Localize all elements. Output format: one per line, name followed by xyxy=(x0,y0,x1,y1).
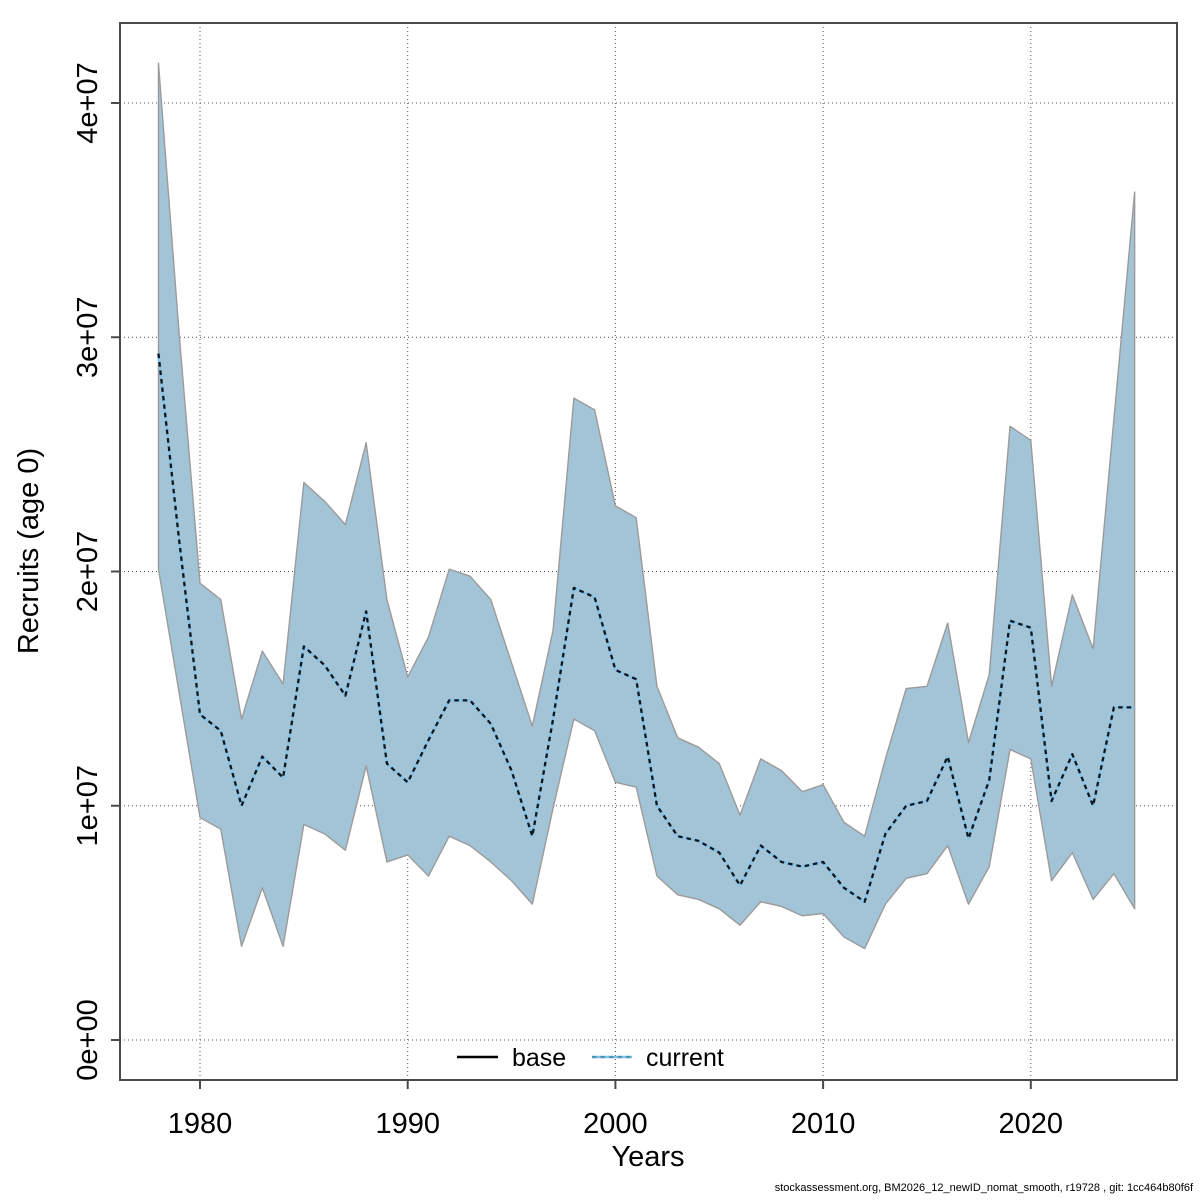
y-tick-label: 1e+07 xyxy=(72,765,104,846)
y-tick-label: 4e+07 xyxy=(72,62,104,143)
x-axis-title: Years xyxy=(611,1141,684,1173)
y-axis-title: Recruits (age 0) xyxy=(13,448,45,654)
y-tick-label: 3e+07 xyxy=(72,297,104,378)
tick-layer: 1980 1990 2000 2010 2020 0e+00 1e+07 2e+07 3e+07… xyxy=(72,62,1063,1140)
y-tick-label: 0e+00 xyxy=(72,999,104,1080)
x-tick-label: 2010 xyxy=(791,1108,856,1140)
x-tick-label: 1980 xyxy=(168,1108,233,1140)
data-layer xyxy=(157,62,1136,950)
plot-frame xyxy=(119,22,1178,1081)
footer-note: stockassessment.org, BM2026_12_newID_nom… xyxy=(775,1182,1194,1194)
frame-layer xyxy=(119,22,1178,1081)
x-tick-label: 2000 xyxy=(583,1108,648,1140)
legend-base-label: base xyxy=(512,1044,566,1072)
current-line xyxy=(157,353,1135,903)
y-tick-label: 2e+07 xyxy=(72,531,104,612)
x-tick-label: 2020 xyxy=(999,1108,1064,1140)
confidence-band xyxy=(157,62,1136,950)
legend-current-label: current xyxy=(646,1044,724,1072)
x-tick-label: 1990 xyxy=(375,1108,440,1140)
